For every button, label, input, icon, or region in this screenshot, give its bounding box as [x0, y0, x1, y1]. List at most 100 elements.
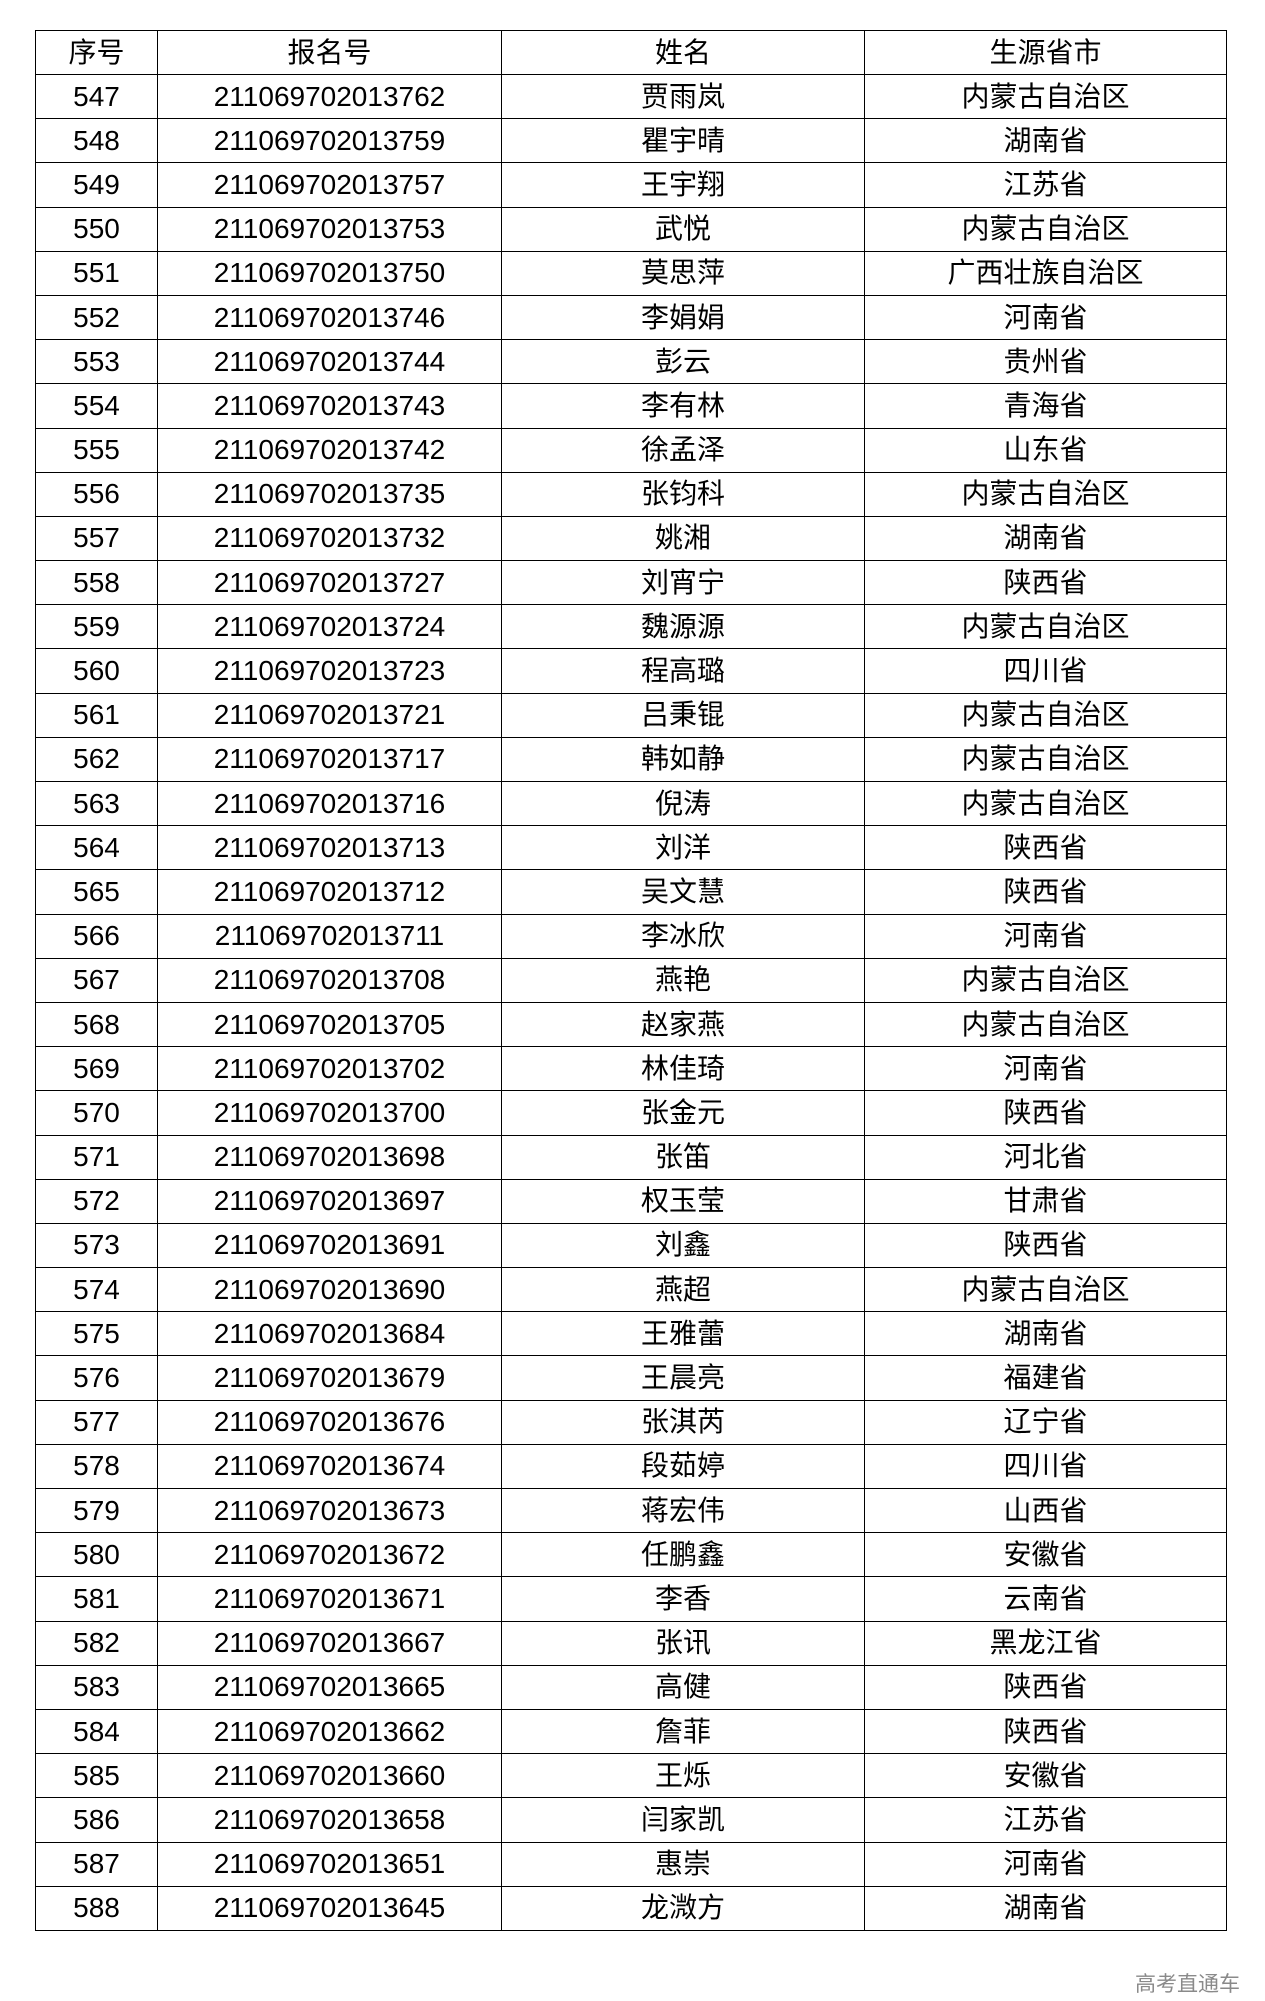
table-row: 570 211069702013700 张金元 陕西省 — [35, 1090, 1227, 1136]
table-row: 567 211069702013708 燕艳 内蒙古自治区 — [35, 957, 1227, 1003]
cell-origin-province: 贵州省 — [864, 339, 1227, 385]
cell-name: 韩如静 — [501, 736, 865, 783]
cell-name: 詹菲 — [501, 1708, 865, 1755]
cell-origin-province: 陕西省 — [864, 825, 1227, 871]
cell-registration-number: 211069702013753 — [157, 206, 502, 252]
cell-name: 刘宵宁 — [501, 560, 865, 606]
cell-index: 565 — [35, 869, 158, 915]
table-row: 586 211069702013658 闫家凯 江苏省 — [35, 1797, 1227, 1843]
cell-registration-number: 211069702013662 — [157, 1708, 502, 1755]
cell-index: 564 — [35, 825, 158, 871]
cell-name: 张钧科 — [501, 471, 865, 517]
table-row: 579 211069702013673 蒋宏伟 山西省 — [35, 1487, 1227, 1534]
cell-name: 权玉莹 — [501, 1178, 865, 1224]
cell-registration-number: 211069702013746 — [157, 294, 502, 341]
cell-name: 龙溦方 — [501, 1885, 865, 1931]
cell-origin-province: 河南省 — [864, 1841, 1227, 1887]
cell-index: 588 — [35, 1885, 158, 1931]
table-row: 583 211069702013665 高健 陕西省 — [35, 1664, 1227, 1710]
cell-registration-number: 211069702013723 — [157, 648, 502, 694]
cell-registration-number: 211069702013645 — [157, 1885, 502, 1931]
cell-index: 574 — [35, 1267, 158, 1313]
header-index: 序号 — [35, 30, 158, 75]
cell-registration-number: 211069702013757 — [157, 162, 502, 208]
cell-index: 555 — [35, 427, 158, 473]
cell-registration-number: 211069702013697 — [157, 1178, 502, 1224]
cell-name: 吕秉锟 — [501, 692, 865, 738]
cell-name: 张笛 — [501, 1134, 865, 1180]
cell-name: 高健 — [501, 1664, 865, 1710]
cell-origin-province: 辽宁省 — [864, 1399, 1227, 1445]
cell-origin-province: 江苏省 — [864, 1797, 1227, 1843]
cell-index: 571 — [35, 1134, 158, 1180]
cell-index: 575 — [35, 1311, 158, 1357]
table-row: 587 211069702013651 惠崇 河南省 — [35, 1841, 1227, 1887]
cell-origin-province: 河北省 — [864, 1134, 1227, 1180]
cell-index: 570 — [35, 1090, 158, 1136]
table-row: 550 211069702013753 武悦 内蒙古自治区 — [35, 206, 1227, 252]
cell-origin-province: 安徽省 — [864, 1753, 1227, 1799]
cell-index: 583 — [35, 1664, 158, 1710]
cell-name: 惠崇 — [501, 1841, 865, 1887]
cell-index: 587 — [35, 1841, 158, 1887]
cell-name: 赵家燕 — [501, 1001, 865, 1048]
table-row: 547 211069702013762 贾雨岚 内蒙古自治区 — [35, 73, 1227, 120]
table-row: 566 211069702013711 李冰欣 河南省 — [35, 913, 1227, 959]
table-row: 569 211069702013702 林佳琦 河南省 — [35, 1046, 1227, 1092]
table-row: 578 211069702013674 段茹婷 四川省 — [35, 1443, 1227, 1490]
cell-registration-number: 211069702013759 — [157, 118, 502, 164]
cell-index: 553 — [35, 339, 158, 385]
cell-name: 贾雨岚 — [501, 73, 865, 120]
table-row: 557 211069702013732 姚湘 湖南省 — [35, 515, 1227, 562]
cell-index: 586 — [35, 1797, 158, 1843]
cell-index: 566 — [35, 913, 158, 959]
cell-registration-number: 211069702013708 — [157, 957, 502, 1003]
cell-registration-number: 211069702013651 — [157, 1841, 502, 1887]
cell-index: 548 — [35, 118, 158, 164]
cell-name: 王雅蕾 — [501, 1311, 865, 1357]
cell-index: 562 — [35, 736, 158, 783]
cell-name: 段茹婷 — [501, 1443, 865, 1490]
cell-origin-province: 陕西省 — [864, 869, 1227, 915]
cell-origin-province: 青海省 — [864, 383, 1227, 429]
table-header-row: 序号 报名号 姓名 生源省市 — [35, 30, 1227, 75]
table-row: 555 211069702013742 徐孟泽 山东省 — [35, 427, 1227, 473]
table-row: 581 211069702013671 李香 云南省 — [35, 1576, 1227, 1622]
cell-name: 王晨亮 — [501, 1355, 865, 1401]
cell-name: 任鹏鑫 — [501, 1532, 865, 1578]
cell-origin-province: 内蒙古自治区 — [864, 471, 1227, 517]
header-registration-number: 报名号 — [157, 30, 502, 75]
table-row: 561 211069702013721 吕秉锟 内蒙古自治区 — [35, 692, 1227, 738]
cell-index: 552 — [35, 294, 158, 341]
table-row: 576 211069702013679 王晨亮 福建省 — [35, 1355, 1227, 1401]
cell-name: 李冰欣 — [501, 913, 865, 959]
cell-registration-number: 211069702013672 — [157, 1532, 502, 1578]
cell-origin-province: 内蒙古自治区 — [864, 957, 1227, 1003]
table-row: 572 211069702013697 权玉莹 甘肃省 — [35, 1178, 1227, 1224]
cell-name: 武悦 — [501, 206, 865, 252]
cell-origin-province: 陕西省 — [864, 1708, 1227, 1755]
cell-registration-number: 211069702013691 — [157, 1222, 502, 1269]
cell-index: 569 — [35, 1046, 158, 1092]
cell-name: 程高璐 — [501, 648, 865, 694]
cell-registration-number: 211069702013674 — [157, 1443, 502, 1490]
table-row: 559 211069702013724 魏源源 内蒙古自治区 — [35, 604, 1227, 650]
table-row: 560 211069702013723 程高璐 四川省 — [35, 648, 1227, 694]
cell-index: 581 — [35, 1576, 158, 1622]
cell-name: 倪涛 — [501, 780, 865, 827]
cell-origin-province: 黑龙江省 — [864, 1620, 1227, 1666]
cell-index: 563 — [35, 780, 158, 827]
cell-registration-number: 211069702013712 — [157, 869, 502, 915]
cell-origin-province: 河南省 — [864, 913, 1227, 959]
table-row: 585 211069702013660 王烁 安徽省 — [35, 1753, 1227, 1799]
cell-origin-province: 广西壮族自治区 — [864, 250, 1227, 296]
table-row: 552 211069702013746 李娟娟 河南省 — [35, 294, 1227, 341]
cell-origin-province: 陕西省 — [864, 560, 1227, 606]
header-name: 姓名 — [501, 30, 865, 75]
cell-origin-province: 江苏省 — [864, 162, 1227, 208]
cell-name: 王烁 — [501, 1753, 865, 1799]
cell-registration-number: 211069702013762 — [157, 73, 502, 120]
cell-registration-number: 211069702013700 — [157, 1090, 502, 1136]
cell-registration-number: 211069702013716 — [157, 780, 502, 827]
cell-index: 549 — [35, 162, 158, 208]
